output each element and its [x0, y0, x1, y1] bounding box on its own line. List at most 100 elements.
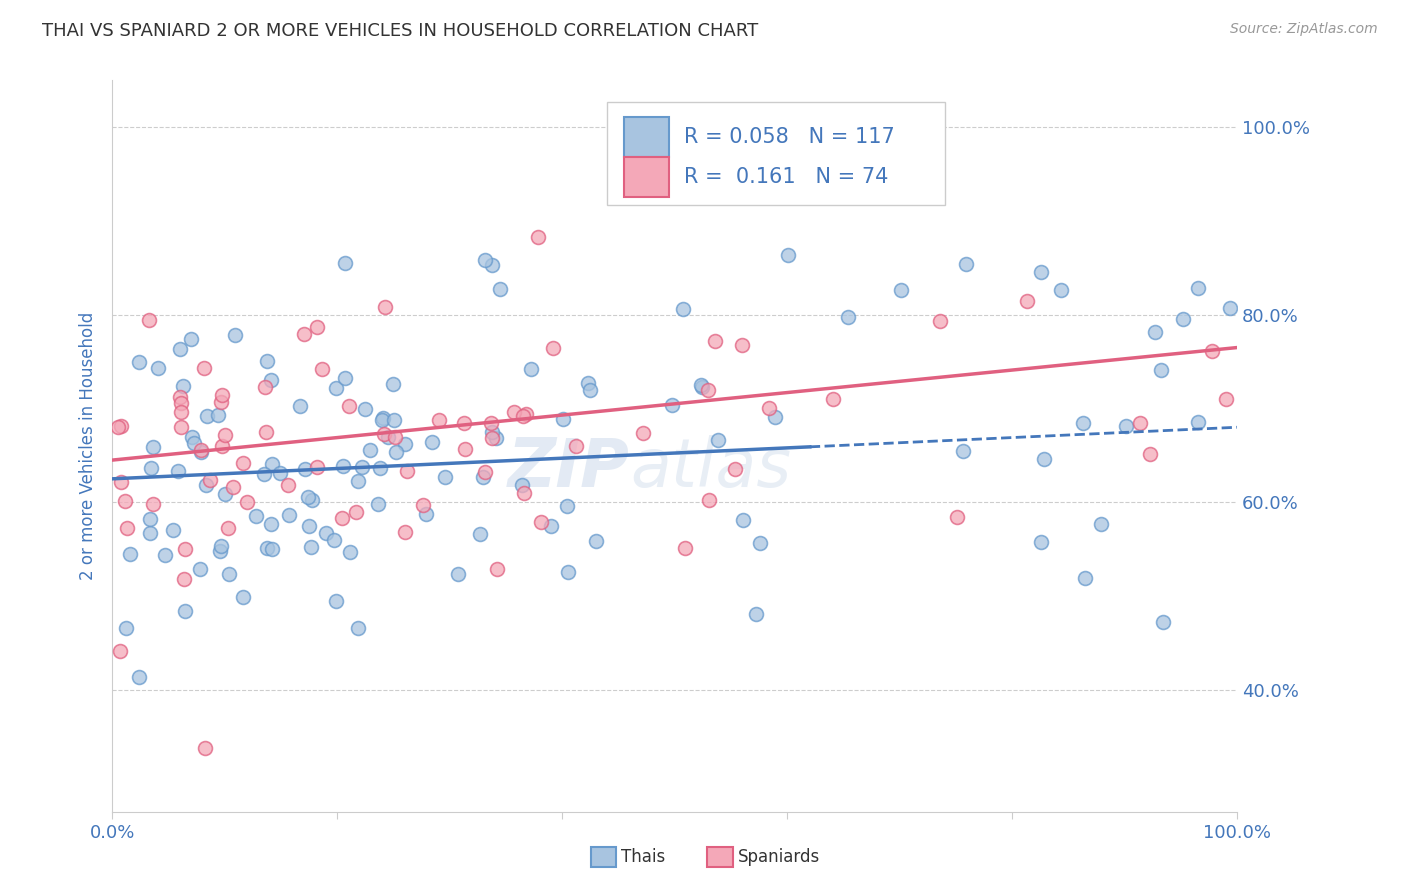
FancyBboxPatch shape	[607, 103, 945, 204]
Point	[453, 417, 475, 431]
Point	[350, 459, 373, 474]
Point	[207, 408, 229, 422]
Point	[434, 470, 457, 484]
Point	[260, 458, 283, 472]
Y-axis label: 2 or more Vehicles in Household: 2 or more Vehicles in Household	[79, 312, 97, 580]
Point	[214, 428, 236, 442]
Point	[252, 467, 274, 481]
Point	[526, 230, 548, 244]
Point	[325, 593, 347, 607]
Point	[1115, 419, 1137, 434]
Point	[671, 301, 693, 316]
Point	[1050, 283, 1073, 297]
Point	[162, 523, 184, 537]
Point	[301, 492, 323, 507]
Point	[1015, 293, 1038, 308]
Point	[305, 459, 328, 474]
Point	[367, 497, 389, 511]
Point	[278, 508, 301, 522]
Point	[169, 342, 191, 356]
Point	[141, 461, 163, 475]
Text: THAI VS SPANIARD 2 OR MORE VEHICLES IN HOUSEHOLD CORRELATION CHART: THAI VS SPANIARD 2 OR MORE VEHICLES IN H…	[42, 22, 758, 40]
Point	[837, 310, 859, 324]
Point	[262, 541, 284, 556]
Point	[578, 383, 600, 397]
Point	[955, 257, 977, 271]
Point	[198, 473, 221, 487]
Point	[146, 361, 169, 376]
Point	[335, 371, 357, 385]
Point	[170, 405, 193, 419]
Point	[368, 460, 391, 475]
Point	[128, 670, 150, 684]
Point	[254, 425, 277, 440]
Point	[384, 444, 406, 458]
Point	[704, 334, 727, 348]
Point	[396, 464, 419, 478]
Point	[139, 526, 162, 541]
Text: R = 0.058   N = 117: R = 0.058 N = 117	[683, 127, 894, 146]
Point	[485, 561, 508, 575]
Point	[576, 376, 599, 390]
Point	[277, 478, 299, 492]
Point	[555, 499, 578, 513]
Point	[193, 361, 215, 376]
Point	[530, 516, 553, 530]
Point	[673, 541, 696, 555]
Point	[325, 381, 347, 395]
Point	[952, 443, 974, 458]
Point	[565, 439, 588, 453]
Point	[373, 426, 395, 441]
Point	[471, 470, 494, 484]
Point	[299, 541, 322, 555]
Point	[890, 283, 912, 297]
Point	[294, 462, 316, 476]
Point	[170, 420, 193, 434]
Point	[1029, 534, 1052, 549]
Point	[394, 437, 416, 451]
Point	[236, 495, 259, 509]
Point	[821, 392, 844, 407]
Point	[515, 407, 537, 421]
FancyBboxPatch shape	[624, 157, 669, 197]
Point	[174, 541, 197, 556]
Point	[377, 430, 399, 444]
Point	[332, 458, 354, 473]
Point	[194, 477, 217, 491]
Point	[292, 326, 315, 341]
Point	[447, 566, 470, 581]
Point	[474, 465, 496, 479]
Point	[1201, 343, 1223, 358]
Point	[190, 443, 212, 458]
Point	[503, 405, 526, 419]
Point	[330, 511, 353, 525]
Point	[188, 562, 211, 576]
Point	[1187, 281, 1209, 295]
Point	[172, 379, 194, 393]
Point	[260, 373, 283, 387]
Point	[298, 519, 321, 533]
Point	[260, 517, 283, 532]
Point	[707, 433, 730, 447]
Point	[232, 590, 254, 604]
Text: Source: ZipAtlas.com: Source: ZipAtlas.com	[1230, 22, 1378, 37]
Point	[485, 431, 508, 445]
Point	[256, 354, 278, 368]
Point	[763, 410, 786, 425]
Point	[661, 398, 683, 412]
Point	[374, 300, 396, 314]
Point	[429, 413, 451, 427]
Point	[335, 256, 357, 270]
Point	[344, 505, 367, 519]
Point	[174, 604, 197, 618]
Point	[232, 456, 254, 470]
Point	[322, 533, 344, 547]
Point	[1033, 452, 1056, 467]
Point	[214, 486, 236, 500]
Point	[183, 436, 205, 450]
Point	[110, 419, 132, 434]
Point	[153, 548, 176, 562]
Point	[488, 282, 510, 296]
Point	[468, 527, 491, 541]
Point	[224, 327, 246, 342]
